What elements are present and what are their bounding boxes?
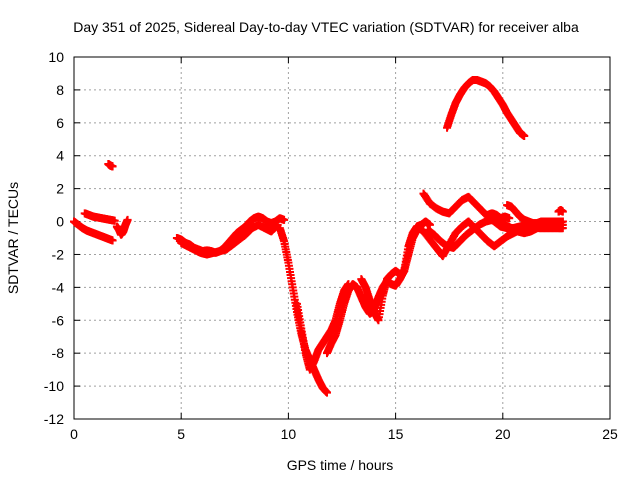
series-arc-16 [503, 201, 567, 228]
data-point [520, 131, 529, 140]
data-point [322, 388, 331, 397]
grid-lines [74, 57, 610, 419]
data-point [505, 214, 514, 223]
x-axis-label: GPS time / hours [287, 457, 394, 473]
x-tick-label: 15 [388, 426, 404, 442]
series-arc-06 [177, 220, 282, 259]
y-tick-label: -8 [52, 345, 65, 361]
data-point [280, 215, 289, 224]
x-tick-label: 20 [495, 426, 511, 442]
series-arc-03 [104, 159, 117, 171]
y-tick-label: 0 [56, 214, 64, 230]
y-tick-label: -6 [52, 312, 65, 328]
series-arc-09 [322, 280, 379, 358]
chart-title: Day 351 of 2025, Sidereal Day-to-day VTE… [73, 19, 579, 35]
y-axis-label: SDTVAR / TECUs [5, 182, 21, 294]
y-tick-label: -4 [52, 279, 65, 295]
y-tick-label: 2 [56, 181, 64, 197]
x-tick-label: 25 [602, 426, 618, 442]
y-tick-label: 8 [56, 82, 64, 98]
series-arc-18 [483, 209, 514, 223]
series-arc-04 [112, 215, 132, 239]
y-tick-label: 6 [56, 115, 64, 131]
y-tick-label: 10 [48, 49, 64, 65]
data-point [123, 215, 132, 224]
series-arc-14 [443, 76, 529, 140]
series-arc-01 [70, 217, 117, 245]
data-point [108, 162, 117, 171]
series-arc-02 [80, 209, 119, 225]
axis-ticks: 0 5 10 15 20 25 -12 -10 -8 -6 -4 -2 0 2 4 6 8 10 [44, 49, 618, 442]
y-tick-label: -10 [44, 378, 64, 394]
data-point [110, 216, 119, 225]
x-tick-label: 0 [70, 426, 78, 442]
y-tick-label: -12 [44, 411, 64, 427]
series-arc-07 [275, 224, 331, 397]
data-point [558, 207, 567, 216]
data-points [70, 76, 567, 397]
y-tick-label: -2 [52, 246, 65, 262]
data-point [108, 236, 117, 245]
plot-frame [73, 56, 611, 420]
data-point [558, 217, 567, 226]
series-arc-17 [554, 206, 567, 216]
x-tick-label: 10 [281, 426, 297, 442]
x-tick-label: 5 [177, 426, 185, 442]
y-tick-label: 4 [56, 148, 64, 164]
